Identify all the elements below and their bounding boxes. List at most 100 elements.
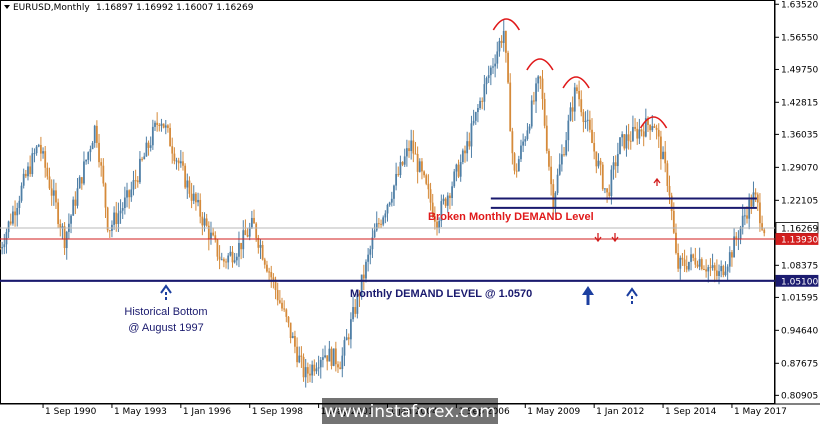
candle-body bbox=[464, 150, 466, 154]
candle-body bbox=[130, 189, 133, 198]
candle-body bbox=[229, 251, 232, 256]
candle-body bbox=[78, 177, 81, 189]
candle-body bbox=[696, 264, 699, 267]
y-axis-ticks: 1.63520 1.56550 1.49750 1.42815 1.36035 1.290… bbox=[775, 0, 818, 401]
candle-body bbox=[578, 91, 580, 100]
x-tick-label: 1 May 2009 bbox=[527, 407, 580, 417]
candle-body bbox=[612, 162, 615, 170]
candle-body bbox=[670, 195, 673, 211]
candle-body bbox=[145, 142, 148, 157]
candle-body bbox=[554, 192, 557, 209]
candle-body bbox=[591, 129, 593, 143]
candle-body bbox=[263, 259, 266, 265]
candle-body bbox=[184, 165, 187, 188]
candle-body bbox=[421, 161, 423, 172]
candle-body bbox=[543, 98, 546, 126]
candle-body bbox=[195, 193, 197, 203]
candle-body bbox=[677, 252, 680, 269]
candle-body bbox=[414, 153, 417, 155]
candle-body bbox=[509, 82, 512, 132]
candle-body bbox=[164, 125, 167, 128]
candle-body bbox=[151, 126, 154, 146]
candle-body bbox=[399, 161, 402, 176]
candle-body bbox=[382, 217, 385, 225]
candle-body bbox=[20, 185, 23, 201]
candle-body bbox=[453, 171, 456, 187]
candle-body bbox=[113, 212, 115, 225]
candle-body bbox=[298, 355, 301, 363]
candle-body bbox=[268, 271, 270, 273]
candle-body bbox=[653, 126, 656, 128]
candle-body bbox=[311, 364, 314, 376]
candle-body bbox=[759, 202, 761, 224]
candle-body bbox=[629, 140, 632, 142]
candle-body bbox=[291, 336, 294, 339]
candle-body bbox=[625, 134, 628, 149]
demand-level-label: Monthly DEMAND LEVEL @ 1.0570 bbox=[350, 288, 532, 300]
candle-body bbox=[668, 186, 671, 196]
candle-body bbox=[735, 236, 738, 240]
candle-body bbox=[55, 190, 57, 203]
x-tick-label: 1 Jan 1996 bbox=[183, 407, 231, 417]
collapse-triangle-icon[interactable] bbox=[4, 5, 10, 9]
candle-body bbox=[5, 232, 8, 245]
candle-body bbox=[675, 232, 677, 253]
candle-body bbox=[528, 126, 531, 131]
candle-body bbox=[423, 171, 425, 176]
candle-body bbox=[272, 277, 275, 280]
candle-body bbox=[89, 149, 92, 153]
candle-body bbox=[220, 259, 223, 261]
candle-body bbox=[507, 52, 509, 83]
candle-body bbox=[261, 244, 264, 260]
candle-body bbox=[192, 193, 195, 201]
candle-body bbox=[302, 356, 305, 378]
candle-body bbox=[115, 212, 118, 224]
candle-body bbox=[369, 249, 372, 255]
horizontal-levels[interactable] bbox=[0, 197, 775, 282]
price-tag-label: 1.13930 bbox=[781, 236, 818, 246]
candle-body bbox=[98, 142, 100, 163]
y-tick-label: 1.22105 bbox=[781, 196, 818, 206]
candle-body bbox=[354, 307, 357, 314]
candle-body bbox=[741, 215, 744, 228]
candle-body bbox=[698, 259, 701, 267]
candle-body bbox=[601, 164, 604, 190]
x-tick-label: 1 Sep 1990 bbox=[45, 407, 97, 417]
candle-body bbox=[57, 202, 60, 225]
candle-body bbox=[65, 231, 68, 249]
candle-body bbox=[390, 198, 393, 203]
historical-bottom-date: @ August 1997 bbox=[128, 322, 203, 334]
candle-body bbox=[556, 174, 559, 193]
price-tags: 1.16269 1.13930 1.05100 bbox=[775, 222, 818, 287]
candle-body bbox=[722, 266, 725, 276]
candle-body bbox=[322, 357, 324, 360]
candle-body bbox=[492, 66, 494, 68]
candle-body bbox=[429, 189, 432, 203]
candle-body bbox=[126, 190, 128, 198]
candle-body bbox=[225, 261, 227, 263]
candle-body bbox=[642, 131, 645, 137]
candle-body bbox=[526, 130, 529, 140]
candle-body bbox=[718, 271, 720, 276]
candle-body bbox=[324, 355, 326, 358]
candle-body bbox=[371, 237, 374, 250]
candle-body bbox=[666, 163, 669, 187]
candle-body bbox=[517, 159, 520, 172]
candle-body bbox=[70, 215, 72, 224]
x-tick-label: 1 Jan 2012 bbox=[596, 407, 644, 417]
candle-body bbox=[214, 235, 217, 240]
candle-body bbox=[444, 198, 447, 206]
price-tag-label: 1.05100 bbox=[781, 277, 818, 287]
candle-body bbox=[16, 207, 19, 216]
candle-body bbox=[360, 274, 363, 297]
candle-body bbox=[95, 125, 98, 143]
candle-body bbox=[1, 247, 4, 249]
candle-body bbox=[48, 176, 51, 189]
candle-body bbox=[121, 208, 124, 211]
candle-body bbox=[709, 267, 712, 269]
candle-body bbox=[227, 255, 230, 263]
candle-body bbox=[470, 123, 473, 147]
candle-body bbox=[139, 158, 141, 183]
candle-body bbox=[317, 367, 320, 369]
